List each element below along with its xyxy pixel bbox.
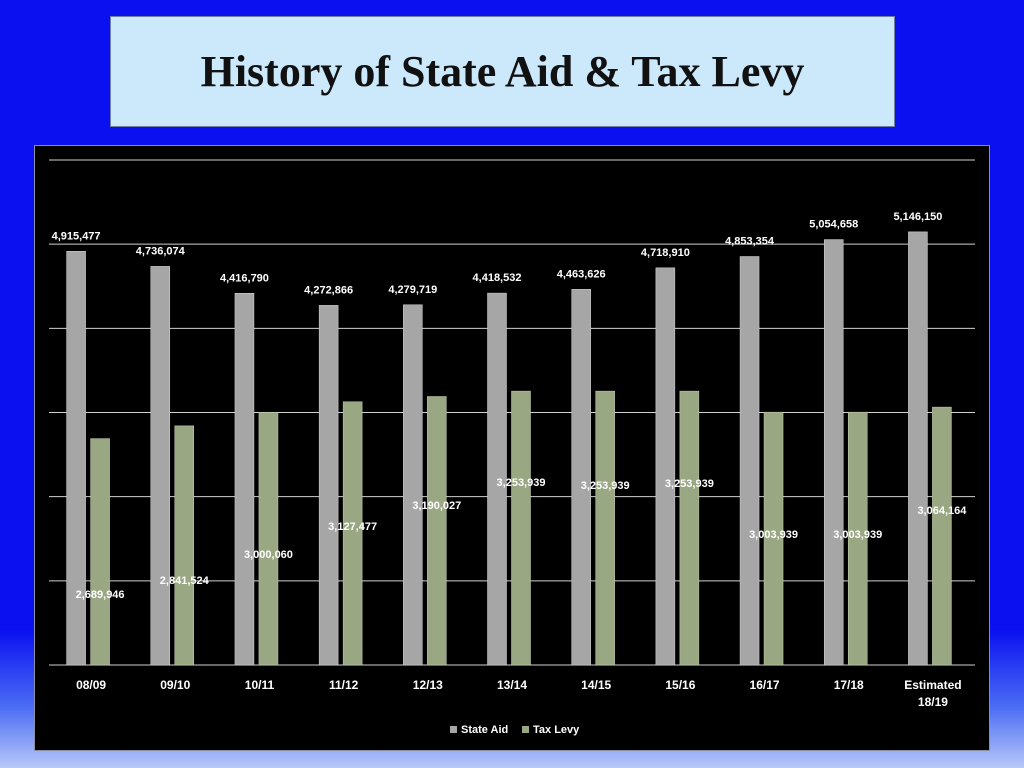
x-tick-label: 15/16 [665,678,695,692]
bar-state-aid [150,266,171,666]
bar-state-aid [655,267,676,666]
legend-label-tax-levy: Tax Levy [533,724,580,736]
data-label-tax-levy: 2,689,946 [76,589,125,601]
data-label-state-aid: 4,853,354 [725,236,775,248]
bar-state-aid [908,231,928,666]
x-tick-label: 12/13 [413,678,443,692]
legend-swatch-state-aid [450,726,457,733]
data-label-state-aid: 4,272,866 [304,284,353,296]
bar-state-aid [739,256,760,666]
data-label-tax-levy: 3,253,939 [665,478,714,490]
data-label-tax-levy: 2,841,524 [160,575,210,587]
data-label-state-aid: 4,718,910 [641,247,690,259]
data-label-state-aid: 5,054,658 [809,219,858,231]
data-label-state-aid: 4,416,790 [220,272,269,284]
bar-state-aid [403,304,423,666]
data-label-tax-levy: 3,003,939 [749,529,798,541]
bar-tax-levy [595,390,615,666]
data-label-tax-levy: 3,127,477 [328,521,377,533]
title-box: History of State Aid & Tax Levy [110,16,895,127]
data-label-state-aid: 5,146,150 [893,211,942,223]
legend-swatch-tax-levy [522,726,529,733]
x-tick-label: 10/11 [245,678,275,692]
bar-tax-levy [342,401,363,666]
bar-tax-levy [847,411,868,666]
data-label-tax-levy: 3,190,027 [412,500,461,512]
x-tick-label: 17/18 [834,678,864,692]
bar-state-aid [823,239,844,666]
data-label-state-aid: 4,736,074 [136,245,186,257]
x-tick-label: Estimated [904,678,961,692]
chart-area: 4,915,477 2,689,946 08/09 4,736,074 2,841,52… [34,145,990,751]
bar-tax-levy [932,406,952,666]
bar-state-aid [487,292,507,666]
bar-chart: 4,915,477 2,689,946 08/09 4,736,074 2,841,52… [49,159,975,736]
x-tick-label: 11/12 [329,678,359,692]
bar-state-aid [66,251,86,666]
bar-tax-levy [763,411,784,666]
x-tick-label: 16/17 [750,678,780,692]
bar-tax-levy [90,438,110,666]
data-label-state-aid: 4,279,719 [388,284,437,296]
bar-tax-levy [258,412,279,666]
x-tick-label: 08/09 [76,678,106,692]
data-label-state-aid: 4,915,477 [52,230,101,242]
bar-tax-levy [427,396,447,666]
x-tick-label: 09/10 [160,678,190,692]
legend-label-state-aid: State Aid [461,724,508,736]
data-label-tax-levy: 3,000,060 [244,549,293,561]
bar-tax-levy [174,425,195,666]
data-label-tax-levy: 3,253,939 [497,477,546,489]
slide-title: History of State Aid & Tax Levy [200,47,805,96]
bar-tax-levy [679,390,700,666]
data-label-tax-levy: 3,253,939 [581,480,630,492]
x-tick-label: 18/19 [918,695,948,709]
data-label-tax-levy: 3,003,939 [833,529,882,541]
x-tick-label: 14/15 [581,678,611,692]
bar-state-aid [571,289,591,666]
x-tick-label: 13/14 [497,678,527,692]
data-label-state-aid: 4,418,532 [473,272,522,284]
data-label-state-aid: 4,463,626 [557,268,606,280]
bar-tax-levy [511,390,531,666]
data-label-tax-levy: 3,064,164 [917,505,967,517]
bar-state-aid [318,305,339,666]
bar-state-aid [234,293,255,666]
